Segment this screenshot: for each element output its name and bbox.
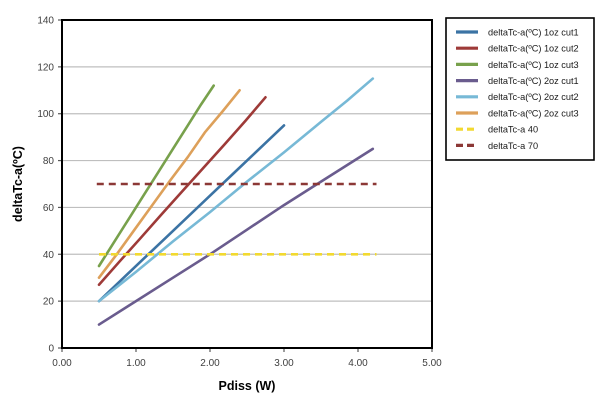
y-tick-label: 140 — [37, 16, 54, 27]
legend-label-3: deltaTc-a(ºC) 2oz cut1 — [488, 76, 579, 86]
legend: deltaTc-a(ºC) 1oz cut1 deltaTc-a(ºC) 1oz … — [456, 27, 579, 151]
y-tick-label: 60 — [43, 203, 55, 214]
y-tick-label: 80 — [43, 156, 55, 167]
legend-border — [445, 17, 595, 161]
y-axis-title: deltaTc-a(ºC) — [11, 146, 25, 222]
x-tick-label: 1.00 — [126, 358, 146, 369]
x-tick-label: 4.00 — [348, 358, 368, 369]
y-tick-label: 100 — [37, 109, 54, 120]
series-line-5 — [97, 88, 241, 280]
legend-label-4: deltaTc-a(ºC) 2oz cut2 — [488, 92, 579, 102]
legend-label-6: deltaTc-a 40 — [488, 125, 538, 135]
legend-label-7: deltaTc-a 70 — [488, 141, 538, 151]
y-tick-label: 20 — [43, 297, 55, 308]
legend-label-1: deltaTc-a(ºC) 1oz cut2 — [488, 44, 579, 54]
y-axis-tick-labels: 0 20 40 60 80 100 120 140 — [37, 16, 54, 355]
legend-label-5: deltaTc-a(ºC) 2oz cut3 — [488, 108, 579, 118]
series-line-3 — [97, 147, 375, 326]
data-series-group — [96, 77, 377, 326]
series-line-0 — [97, 124, 286, 303]
x-axis-tick-labels: 0.00 1.00 2.00 3.00 4.00 5.00 — [52, 358, 442, 369]
legend-label-0: deltaTc-a(ºC) 1oz cut1 — [488, 27, 579, 37]
y-tick-label: 120 — [37, 62, 54, 73]
series-line-1 — [97, 96, 267, 287]
legend-label-2: deltaTc-a(ºC) 1oz cut3 — [488, 60, 579, 70]
plot-area-border — [61, 19, 433, 349]
y-tick-label: 40 — [43, 250, 55, 261]
x-tick-label: 0.00 — [52, 358, 72, 369]
x-tick-label: 5.00 — [422, 358, 442, 369]
x-axis-title: Pdiss (W) — [219, 379, 276, 393]
x-tick-label: 3.00 — [274, 358, 294, 369]
x-tick-label: 2.00 — [200, 358, 220, 369]
series-line-2 — [97, 84, 215, 268]
y-tick-label: 0 — [48, 344, 54, 355]
series-line-4 — [97, 77, 375, 303]
